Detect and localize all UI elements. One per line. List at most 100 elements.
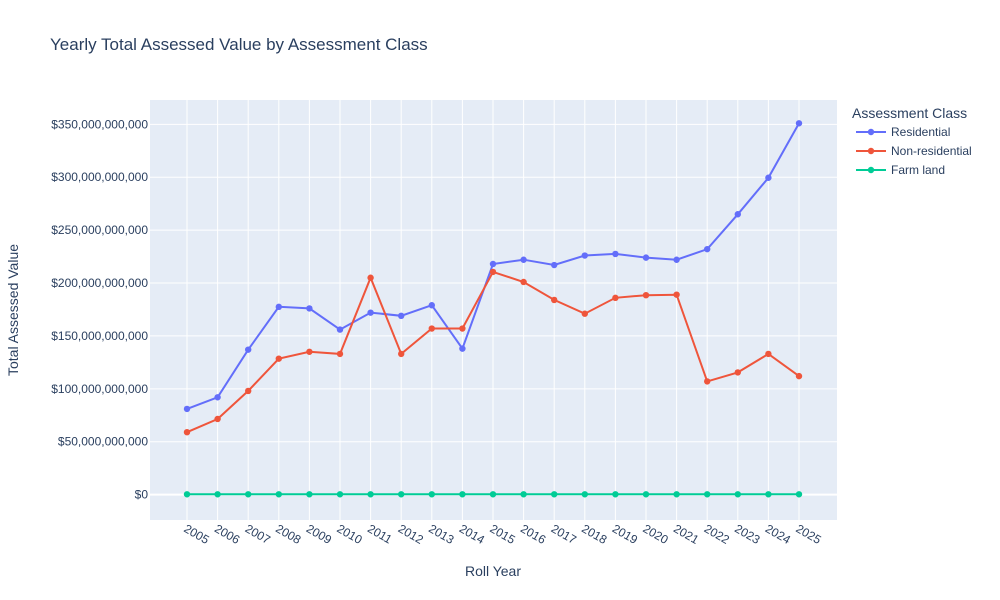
data-point[interactable] [795, 372, 803, 380]
y-tick-label: $0 [135, 488, 149, 502]
data-point[interactable] [673, 491, 680, 498]
data-point[interactable] [428, 302, 435, 309]
x-tick-label: 2023 [732, 521, 762, 547]
x-tick-label: 2017 [549, 521, 579, 547]
data-point[interactable] [459, 491, 466, 498]
data-point[interactable] [245, 491, 252, 498]
x-axis-title: Roll Year [465, 563, 521, 579]
data-point[interactable] [734, 211, 741, 218]
data-point[interactable] [367, 491, 374, 498]
data-point[interactable] [367, 309, 374, 316]
series-farm-land [183, 491, 803, 498]
x-tick-label: 2014 [457, 521, 487, 547]
data-point[interactable] [489, 491, 497, 498]
x-tick-label: 2015 [488, 521, 518, 547]
data-point[interactable] [275, 355, 282, 362]
data-point[interactable] [428, 325, 435, 332]
legend-marker [867, 128, 875, 136]
data-point[interactable] [214, 394, 221, 401]
data-point[interactable] [336, 326, 344, 333]
data-point[interactable] [642, 291, 650, 299]
y-tick-label: $250,000,000,000 [51, 223, 148, 237]
data-point[interactable] [489, 260, 497, 268]
legend-item-farm-land[interactable]: Farm land [856, 163, 945, 177]
data-point[interactable] [734, 491, 741, 498]
data-point[interactable] [642, 491, 650, 498]
data-point[interactable] [214, 415, 221, 423]
legend-item-residential[interactable]: Residential [856, 125, 950, 139]
data-point[interactable] [336, 350, 344, 358]
data-point[interactable] [612, 250, 619, 258]
x-tick-label: 2021 [671, 521, 701, 547]
data-point[interactable] [520, 278, 527, 286]
data-point[interactable] [306, 491, 313, 498]
series-residential [183, 120, 803, 413]
data-point[interactable] [581, 491, 588, 498]
data-point[interactable] [551, 261, 558, 269]
x-tick-label: 2006 [212, 521, 242, 547]
data-point[interactable] [673, 291, 680, 298]
y-axis-ticks: $0 $50,000,000,000 $100,000,000,000 $150,00… [51, 117, 148, 501]
x-tick-label: 2016 [518, 521, 548, 547]
data-point[interactable] [336, 491, 344, 498]
y-tick-label: $150,000,000,000 [51, 329, 148, 343]
data-point[interactable] [520, 256, 527, 263]
data-point[interactable] [581, 310, 588, 317]
data-point[interactable] [183, 491, 191, 498]
legend-item-non-residential[interactable]: Non-residential [856, 144, 972, 158]
x-tick-label: 2018 [579, 521, 609, 547]
data-point[interactable] [245, 387, 252, 395]
x-tick-label: 2019 [610, 521, 640, 547]
data-point[interactable] [183, 428, 191, 436]
data-point[interactable] [245, 346, 252, 353]
data-point[interactable] [612, 491, 619, 498]
data-point[interactable] [459, 325, 466, 332]
data-point[interactable] [306, 305, 313, 312]
data-point[interactable] [704, 491, 711, 498]
data-point[interactable] [459, 345, 466, 352]
y-tick-label: $350,000,000,000 [51, 117, 148, 131]
data-point[interactable] [551, 296, 558, 304]
data-point[interactable] [795, 120, 803, 127]
data-point[interactable] [398, 350, 405, 358]
data-point[interactable] [765, 174, 772, 181]
data-point[interactable] [551, 491, 558, 498]
data-point[interactable] [795, 491, 803, 498]
data-point[interactable] [704, 378, 711, 385]
data-point[interactable] [275, 303, 282, 311]
data-point[interactable] [398, 312, 405, 320]
x-tick-label: 2011 [365, 521, 395, 546]
x-tick-label: 2005 [182, 521, 212, 547]
data-point[interactable] [765, 350, 772, 358]
legend-title: Assessment Class [852, 105, 967, 121]
x-tick-label: 2022 [702, 521, 732, 547]
data-point[interactable] [612, 294, 619, 302]
series-layer [183, 120, 803, 498]
legend[interactable]: Assessment Class Residential Non-resident… [852, 105, 972, 177]
data-point[interactable] [306, 348, 313, 355]
data-point[interactable] [367, 274, 374, 281]
data-point[interactable] [520, 491, 527, 498]
data-point[interactable] [398, 491, 405, 498]
data-point[interactable] [214, 491, 221, 498]
data-point[interactable] [428, 491, 435, 498]
data-point[interactable] [581, 252, 588, 259]
x-tick-label: 2025 [794, 521, 824, 547]
x-tick-label: 2007 [243, 521, 273, 547]
data-point[interactable] [489, 268, 497, 276]
legend-label: Farm land [891, 163, 945, 177]
y-axis-title: Total Assessed Value [5, 244, 21, 376]
data-point[interactable] [642, 254, 650, 261]
data-point[interactable] [673, 256, 680, 263]
data-point[interactable] [275, 491, 282, 498]
x-tick-label: 2024 [763, 521, 793, 547]
legend-marker [867, 147, 875, 155]
data-point[interactable] [734, 369, 741, 376]
series-non-residential [183, 268, 803, 436]
data-point[interactable] [765, 491, 772, 498]
data-point[interactable] [183, 405, 191, 413]
data-point[interactable] [704, 245, 711, 253]
x-tick-label: 2013 [426, 521, 456, 547]
